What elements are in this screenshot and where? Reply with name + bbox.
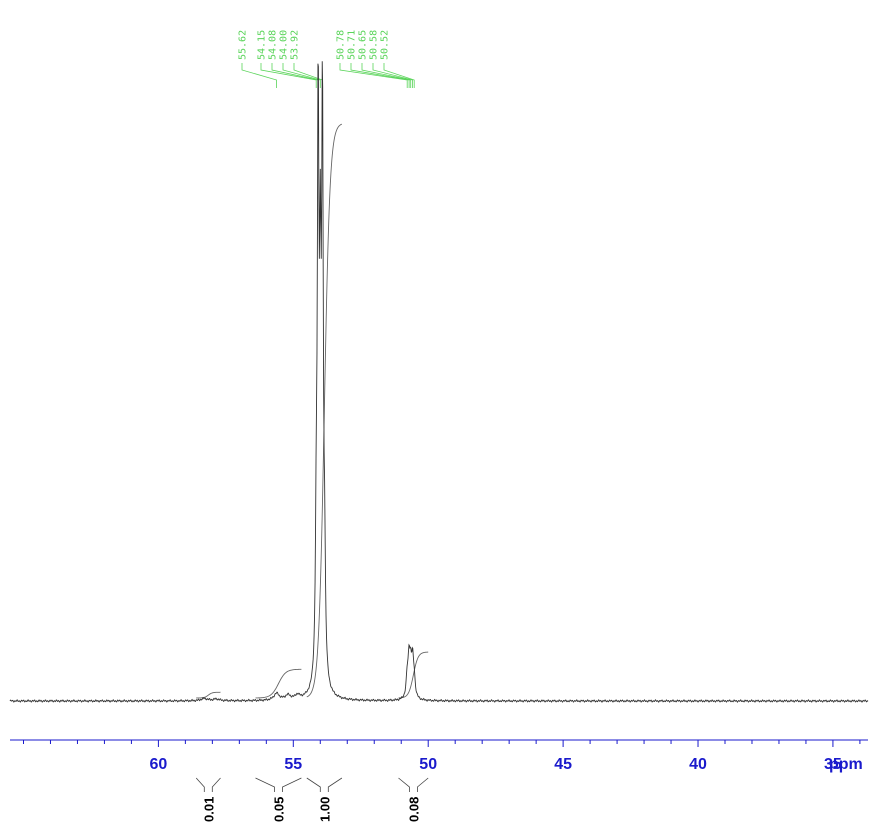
peak-label: 50.71 [347, 30, 358, 60]
integral-curve [255, 668, 302, 699]
peak-label: 50.78 [336, 30, 347, 60]
integral-bracket-group: 0.01 0.05 1.00 0.08 [195, 777, 429, 822]
integral-value-label: 0.08 [406, 797, 421, 822]
integral-curve [196, 691, 221, 699]
peak-label: 54.15 [257, 30, 268, 60]
peak-label-connector [383, 63, 415, 88]
x-tick-label: 35 [824, 756, 842, 773]
integral-curve [306, 123, 343, 698]
x-tick-label: 60 [149, 756, 167, 773]
peak-label-connector [339, 63, 408, 88]
x-tick-label: 50 [419, 756, 437, 773]
integral-value-label: 0.01 [201, 797, 216, 822]
spectrum-trace [9, 61, 869, 703]
peak-label: 50.52 [380, 30, 391, 60]
x-tick-label: 40 [689, 756, 707, 773]
peak-label-connector [282, 63, 321, 88]
peak-label: 50.58 [369, 30, 380, 60]
peak-label-connector [350, 63, 410, 88]
peak-label-connector [372, 63, 413, 88]
peak-label-group: 55.62 54.15 54.08 54.00 53.92 50.78 50.71 50.65… [238, 30, 415, 88]
x-unit-label: ppm [829, 756, 863, 773]
x-tick-label: 55 [284, 756, 302, 773]
x-axis: 60 55 50 45 40 35 [10, 739, 868, 773]
integral-bracket [255, 777, 302, 792]
integral-curve [398, 651, 429, 699]
integral-bracket [195, 777, 221, 792]
peak-label-connector [260, 63, 317, 88]
peak-label: 50.65 [358, 30, 369, 60]
peak-label: 54.08 [268, 30, 279, 60]
peak-label: 53.92 [290, 30, 301, 60]
integral-curve-group [196, 123, 429, 699]
integral-bracket [306, 777, 343, 792]
integral-value-label: 1.00 [317, 797, 332, 822]
x-tick-label: 45 [554, 756, 572, 773]
peak-label-connector [361, 63, 412, 88]
peak-label-connector [271, 63, 319, 88]
peak-label-connector [241, 63, 277, 88]
integral-value-label: 0.05 [272, 797, 287, 822]
integral-bracket [398, 777, 429, 792]
peak-label: 54.00 [279, 30, 290, 60]
peak-label: 55.62 [238, 30, 249, 60]
